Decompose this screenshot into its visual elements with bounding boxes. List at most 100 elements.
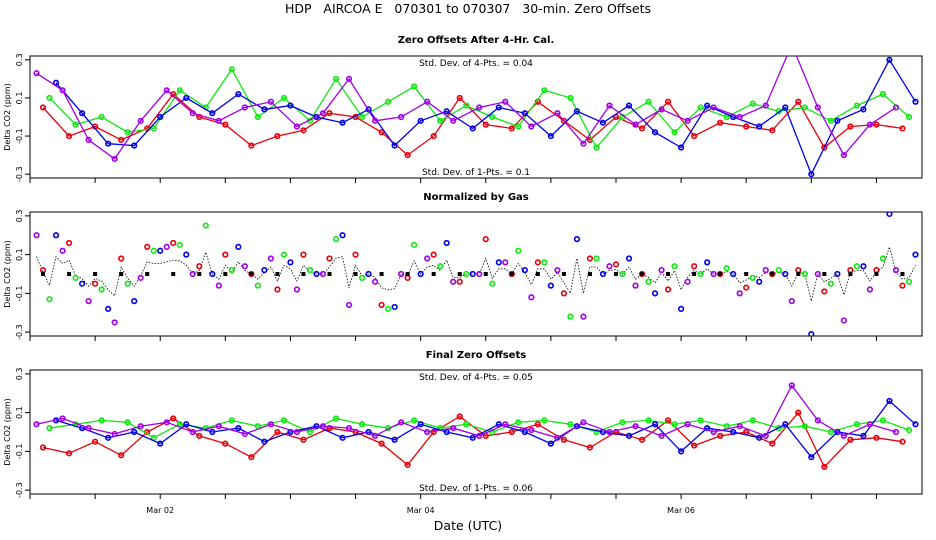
- data-point-purple: [137, 423, 144, 430]
- data-point-purple: [450, 278, 457, 285]
- data-point-purple: [606, 428, 613, 436]
- data-point-green: [593, 144, 600, 151]
- data-point-black: [119, 272, 124, 276]
- data-point-black: [744, 272, 749, 276]
- data-point-green: [254, 113, 261, 121]
- data-point-red: [456, 94, 463, 102]
- data-point-purple: [345, 425, 353, 432]
- data-point-red: [638, 125, 646, 132]
- data-point-red: [847, 436, 854, 443]
- data-point-black: [431, 272, 436, 276]
- data-point-purple: [293, 428, 301, 436]
- data-point-blue: [912, 98, 919, 105]
- data-point-black: [145, 272, 150, 276]
- data-point-green: [176, 87, 183, 94]
- data-point-blue: [782, 104, 789, 111]
- data-point-purple: [241, 104, 248, 111]
- data-point-red: [873, 434, 880, 441]
- data-point-blue: [521, 110, 528, 117]
- data-point-blue: [730, 270, 737, 278]
- data-point-purple: [215, 282, 222, 289]
- data-point-blue: [756, 123, 763, 130]
- data-point-blue: [782, 421, 789, 428]
- data-point-black: [718, 272, 723, 276]
- data-point-blue: [834, 270, 841, 278]
- data-point-red: [821, 463, 828, 470]
- data-point-green: [593, 428, 600, 436]
- data-point-purple: [111, 430, 118, 438]
- data-point-purple: [736, 290, 743, 297]
- data-point-green: [515, 123, 522, 130]
- data-point-green: [463, 270, 470, 278]
- data-point-blue: [469, 270, 476, 278]
- data-point-red: [664, 286, 672, 293]
- data-point-green: [697, 417, 704, 424]
- data-point-blue: [782, 270, 789, 278]
- data-point-green: [671, 129, 678, 136]
- data-point-red: [795, 267, 802, 274]
- data-point-purple: [371, 278, 379, 285]
- data-point-purple: [658, 106, 665, 113]
- data-point-red: [456, 278, 463, 285]
- data-point-red: [508, 270, 515, 278]
- data-point-green: [150, 125, 157, 132]
- data-point-red: [482, 121, 489, 128]
- data-point-purple: [319, 110, 327, 117]
- series-black: [41, 272, 905, 276]
- data-point-red: [65, 239, 73, 247]
- data-point-green: [202, 222, 209, 229]
- data-point-blue: [651, 421, 659, 428]
- series-line-purple: [36, 56, 897, 160]
- data-point-red: [638, 436, 646, 443]
- data-point-purple: [59, 87, 66, 94]
- y-tick-label: 0.1: [15, 248, 24, 261]
- data-point-black: [796, 272, 801, 276]
- data-point-purple: [554, 110, 561, 117]
- data-point-purple: [137, 274, 144, 281]
- data-point-purple: [528, 123, 535, 130]
- data-point-purple: [450, 117, 457, 124]
- data-point-purple: [762, 102, 769, 109]
- data-point-blue: [313, 423, 320, 430]
- data-point-red: [769, 127, 776, 134]
- data-point-green: [567, 94, 574, 102]
- series-purple: [33, 382, 900, 441]
- data-point-red: [899, 282, 906, 289]
- x-tick-label: Mar 02: [146, 506, 174, 515]
- std-dev-4pts-annotation: Std. Dev. of 4-Pts. = 0.04: [419, 59, 533, 69]
- data-point-red: [378, 440, 385, 447]
- data-point-blue: [912, 251, 919, 258]
- data-point-blue: [808, 454, 815, 461]
- data-point-purple: [59, 415, 66, 422]
- normalized-trace: [36, 245, 916, 302]
- data-point-red: [65, 132, 73, 140]
- data-point-green: [124, 280, 131, 287]
- data-point-green: [332, 415, 340, 422]
- data-point-red: [795, 409, 802, 416]
- data-point-blue: [677, 305, 685, 312]
- chart-panel-2: Normalized by Gas Delta CO2 (ppm) -0.3 -0.1…: [3, 192, 923, 341]
- data-point-blue: [339, 434, 346, 441]
- chart-panel-1: Zero Offsets After 4-Hr. Cal. Delta CO2 (…: [3, 35, 923, 183]
- data-point-blue: [521, 267, 528, 274]
- x-axis-label: Date (UTC): [433, 518, 503, 533]
- data-point-blue: [443, 239, 450, 247]
- data-point-purple: [319, 270, 327, 278]
- data-point-red: [743, 284, 750, 291]
- data-point-blue: [886, 56, 893, 63]
- data-point-red: [196, 432, 203, 439]
- data-point-blue: [573, 423, 581, 430]
- data-point-green: [46, 94, 53, 102]
- data-point-purple: [371, 117, 379, 124]
- data-point-purple: [814, 270, 821, 278]
- data-point-green: [228, 267, 235, 274]
- data-point-blue: [105, 305, 112, 312]
- data-point-purple: [33, 421, 40, 428]
- data-point-green: [879, 91, 887, 98]
- data-point-purple: [215, 423, 222, 430]
- data-point-blue: [417, 270, 424, 278]
- data-point-green: [645, 278, 652, 285]
- y-tick-label: 0.3: [15, 210, 24, 223]
- data-point-blue: [157, 113, 164, 121]
- data-point-blue: [886, 397, 893, 405]
